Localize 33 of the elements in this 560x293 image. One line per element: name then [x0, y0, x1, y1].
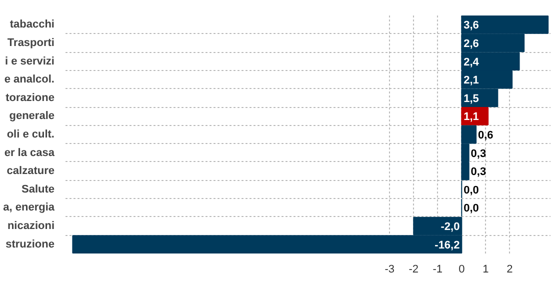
y-tick-label: tabacchi: [10, 18, 55, 31]
data-label: 1,5: [464, 92, 479, 105]
x-tick-label: -1: [432, 264, 443, 276]
data-label: 2,4: [464, 56, 480, 68]
y-tick-label: i e servizi: [4, 55, 55, 68]
y-tick-label: e analcol.: [4, 74, 55, 86]
x-tick-label: 0: [458, 264, 465, 276]
y-tick-label: Trasporti: [7, 36, 55, 49]
x-tick-label: 2: [506, 264, 513, 276]
x-tick-label: 1: [482, 264, 489, 276]
y-tick-label: oli e cult.: [6, 128, 55, 140]
data-label: 3,6: [464, 20, 479, 32]
data-label: 2,1: [464, 74, 479, 87]
data-label: 1,1: [464, 111, 479, 124]
data-label: 0,3: [470, 166, 486, 178]
x-tick-label: -2: [408, 264, 419, 276]
y-tick-label: a, energia: [3, 202, 56, 214]
data-label: 0,6: [478, 130, 494, 142]
bar: [461, 106, 489, 126]
data-label: 0,0: [464, 184, 479, 196]
data-label: 2,6: [464, 38, 479, 50]
x-tick-label: -3: [384, 264, 395, 276]
data-label: 0,3: [470, 148, 486, 160]
y-tick-label: struzione: [6, 238, 55, 250]
y-tick-label: generale: [9, 110, 55, 122]
y-tick-label: nicazioni: [7, 220, 54, 232]
y-tick-label: er la casa: [4, 146, 56, 159]
data-label: 0,0: [464, 202, 479, 215]
y-tick-label: Salute: [21, 183, 55, 196]
data-label: -2,0: [440, 221, 460, 234]
y-tick-label: torazione: [6, 92, 55, 104]
y-tick-label: calzature: [6, 165, 55, 178]
data-label: -16,2: [434, 239, 460, 252]
